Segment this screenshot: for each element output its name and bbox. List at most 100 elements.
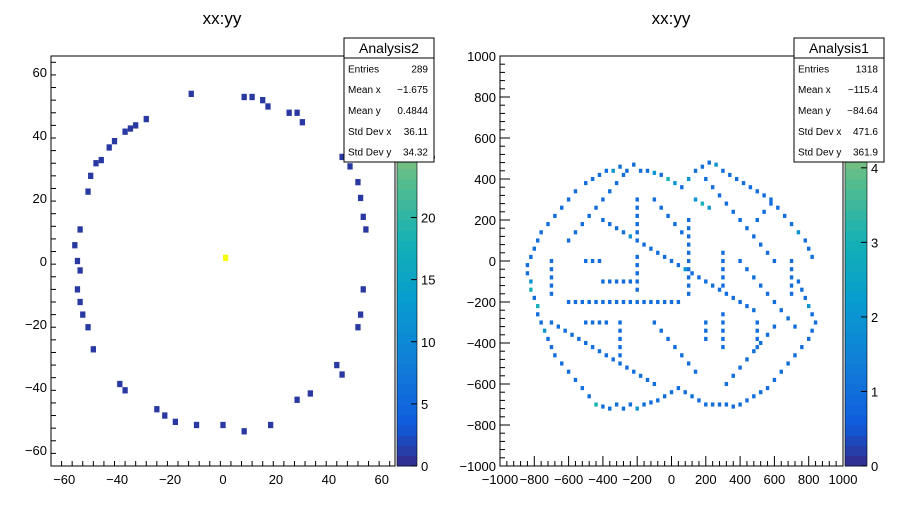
heatmap-bin xyxy=(707,160,711,165)
heatmap-bin xyxy=(584,320,588,325)
colorbar-segment xyxy=(845,291,867,303)
x-tick-label: −1000 xyxy=(482,472,519,487)
heatmap-bin xyxy=(738,402,742,407)
heatmap-bin xyxy=(752,234,756,239)
heatmap-bin xyxy=(635,213,639,218)
colorbar-segment xyxy=(845,312,867,323)
colorbar-segment xyxy=(397,445,417,457)
stats-row-label: Entries xyxy=(798,64,829,75)
chart-title-right: xx:yy xyxy=(652,9,691,28)
heatmap-bin xyxy=(772,324,777,329)
y-tick-label: 20 xyxy=(33,191,47,206)
heatmap-bin xyxy=(635,230,639,235)
y-tick-label: 200 xyxy=(474,213,496,228)
colorbar-segment xyxy=(845,230,867,241)
heatmap-bin xyxy=(762,209,766,214)
y-tick-label: 40 xyxy=(33,128,47,143)
stats-row-label: Std Dev x xyxy=(348,127,391,138)
heatmap-bin xyxy=(793,353,797,358)
heatmap-bin xyxy=(673,222,677,227)
heatmap-bin xyxy=(549,267,554,272)
heatmap-bin xyxy=(755,189,759,194)
heatmap-bin xyxy=(529,287,533,292)
heatmap-bin xyxy=(614,226,619,231)
colorbar-segment xyxy=(397,240,417,252)
heatmap-bin xyxy=(704,176,708,182)
heatmap-bin xyxy=(652,197,657,202)
heatmap-bin xyxy=(680,230,684,235)
colorbar-segment xyxy=(397,302,417,313)
heatmap-bin xyxy=(710,283,715,288)
heatmap-bin xyxy=(584,258,588,264)
heatmap-bin xyxy=(553,353,557,358)
heatmap-bin xyxy=(717,193,722,198)
heatmap-bin xyxy=(721,345,725,350)
stats-box xyxy=(793,37,885,163)
heatmap-bin xyxy=(77,298,83,306)
heatmap-bin xyxy=(85,188,91,195)
heatmap-bin xyxy=(628,299,633,305)
heatmap-bin xyxy=(666,213,670,218)
heatmap-bin xyxy=(360,213,366,220)
heatmap-bin xyxy=(594,402,598,407)
x-tick-label: 800 xyxy=(798,472,820,487)
heatmap-bin xyxy=(765,332,770,337)
heatmap-bin xyxy=(745,398,749,403)
heatmap-bin xyxy=(98,156,104,164)
y-tick-label: 400 xyxy=(474,172,496,187)
colorbar-segment xyxy=(845,179,867,190)
heatmap-bin xyxy=(621,299,626,305)
heatmap-bin xyxy=(549,258,554,264)
heatmap-bin xyxy=(686,361,691,366)
heatmap-bin xyxy=(717,287,722,292)
heatmap-bin xyxy=(758,340,763,346)
heatmap-bin xyxy=(570,332,574,337)
heatmap-bin xyxy=(731,209,735,214)
y-tick-label: 1000 xyxy=(467,49,496,64)
heatmap-bin xyxy=(529,279,533,284)
heatmap-bin xyxy=(241,93,247,101)
y-tick-label: 0 xyxy=(40,254,47,269)
heatmap-bin xyxy=(608,222,612,227)
heatmap-bin xyxy=(717,402,722,407)
heatmap-bin xyxy=(549,275,554,280)
colorbar-segment xyxy=(845,199,867,211)
colorbar-segment xyxy=(397,414,417,426)
heatmap-bin xyxy=(662,254,667,259)
heatmap-bin xyxy=(577,336,581,341)
heatmap-bin xyxy=(686,242,691,247)
heatmap-bin xyxy=(686,176,691,182)
heatmap-bin xyxy=(686,283,691,288)
heatmap-bin xyxy=(154,406,160,413)
heatmap-bin xyxy=(724,201,729,206)
heatmap-bin xyxy=(752,349,756,354)
heatmap-bin xyxy=(642,299,646,305)
heatmap-bin xyxy=(690,271,694,276)
heatmap-bin xyxy=(143,115,149,123)
heatmap-bin xyxy=(566,299,571,305)
heatmap-bin xyxy=(334,361,340,369)
colorbar-tick-label: 0 xyxy=(871,459,878,474)
heatmap-bin xyxy=(810,312,814,317)
heatmap-bin xyxy=(704,402,708,407)
heatmap-bin xyxy=(697,275,701,280)
heatmap-bin xyxy=(635,287,639,292)
x-tick-label: −40 xyxy=(106,472,128,487)
heatmap-bin xyxy=(632,369,636,374)
y-tick-label: 0 xyxy=(489,254,496,269)
heatmap-bin xyxy=(357,311,364,318)
heatmap-bin xyxy=(789,267,794,272)
colorbar-segment xyxy=(845,209,867,221)
heatmap-bin xyxy=(676,299,681,305)
y-tick-label: 800 xyxy=(474,90,496,105)
heatmap-bin xyxy=(656,250,660,255)
y-tick-label: −1000 xyxy=(459,459,496,474)
heatmap-bin xyxy=(645,377,650,382)
heatmap-bin xyxy=(728,172,732,177)
heatmap-bin xyxy=(525,271,530,276)
colorbar-tick-label: 3 xyxy=(871,235,878,250)
heatmap-bin xyxy=(662,394,667,399)
heatmap-bin xyxy=(563,328,567,333)
heatmap-bin xyxy=(618,345,622,350)
heatmap-bin xyxy=(745,267,749,272)
